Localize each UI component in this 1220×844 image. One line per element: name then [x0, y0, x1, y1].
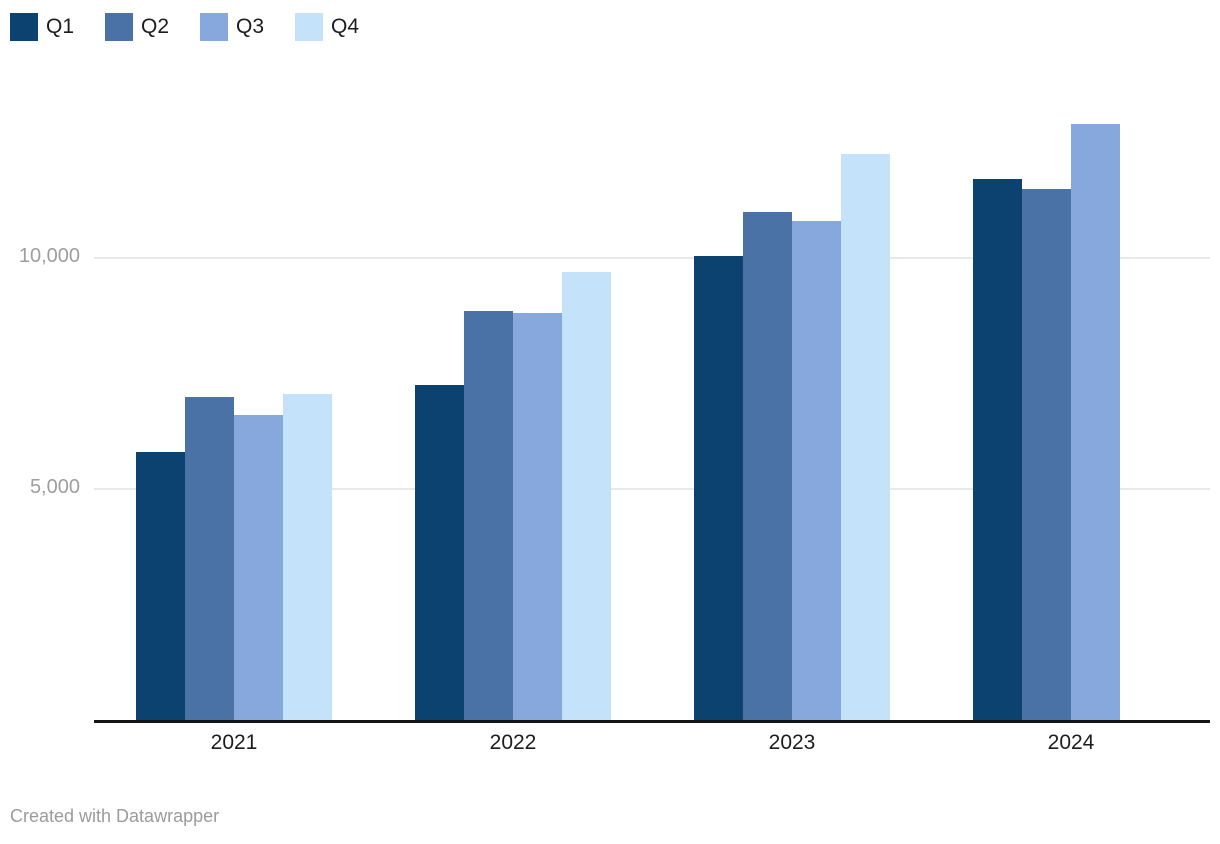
bar-2022-q4	[562, 271, 611, 720]
gridline-5000	[94, 488, 1210, 490]
legend-swatch-q1	[10, 13, 38, 41]
bar-2023-q1	[694, 255, 743, 720]
legend-label-q1: Q1	[46, 15, 75, 38]
bar-2023-q3	[792, 221, 841, 720]
bar-2024-q1	[973, 179, 1022, 720]
legend-label-q3: Q3	[236, 15, 265, 38]
legend-label-q4: Q4	[331, 15, 360, 38]
x-axis-tick-label-2024: 2024	[1047, 731, 1095, 754]
x-axis-tick-label-2021: 2021	[210, 731, 258, 754]
bar-2022-q1	[415, 385, 464, 720]
x-axis-line	[94, 720, 1210, 723]
gridline-10000	[94, 257, 1210, 259]
bar-2022-q3	[513, 313, 562, 720]
legend-item-q1: Q1	[10, 13, 74, 41]
y-axis-tick-label: 10,000	[18, 245, 80, 267]
bar-2021-q1	[136, 452, 185, 720]
y-axis-tick-label: 5,000	[29, 476, 80, 498]
legend-swatch-q4	[295, 13, 324, 41]
legend-swatch-q3	[200, 13, 229, 41]
bar-2022-q2	[464, 311, 513, 720]
legend-item-q4: Q4	[295, 13, 359, 41]
bar-2021-q2	[185, 396, 234, 720]
legend-swatch-q2	[105, 13, 134, 41]
bar-2023-q2	[743, 211, 792, 720]
legend-item-q3: Q3	[200, 13, 264, 41]
bar-2023-q4	[841, 154, 890, 720]
legend: Q1 Q2 Q3 Q4	[10, 13, 359, 41]
bar-2021-q4	[283, 394, 332, 720]
bar-2021-q3	[234, 415, 283, 720]
x-axis-tick-label-2023: 2023	[768, 731, 816, 754]
bar-2024-q3	[1071, 124, 1120, 720]
legend-item-q2: Q2	[105, 13, 169, 41]
x-axis-tick-label-2022: 2022	[489, 731, 537, 754]
datawrapper-credit-link[interactable]: Created with Datawrapper	[10, 806, 220, 826]
legend-label-q2: Q2	[141, 15, 170, 38]
bar-2024-q2	[1022, 188, 1071, 720]
